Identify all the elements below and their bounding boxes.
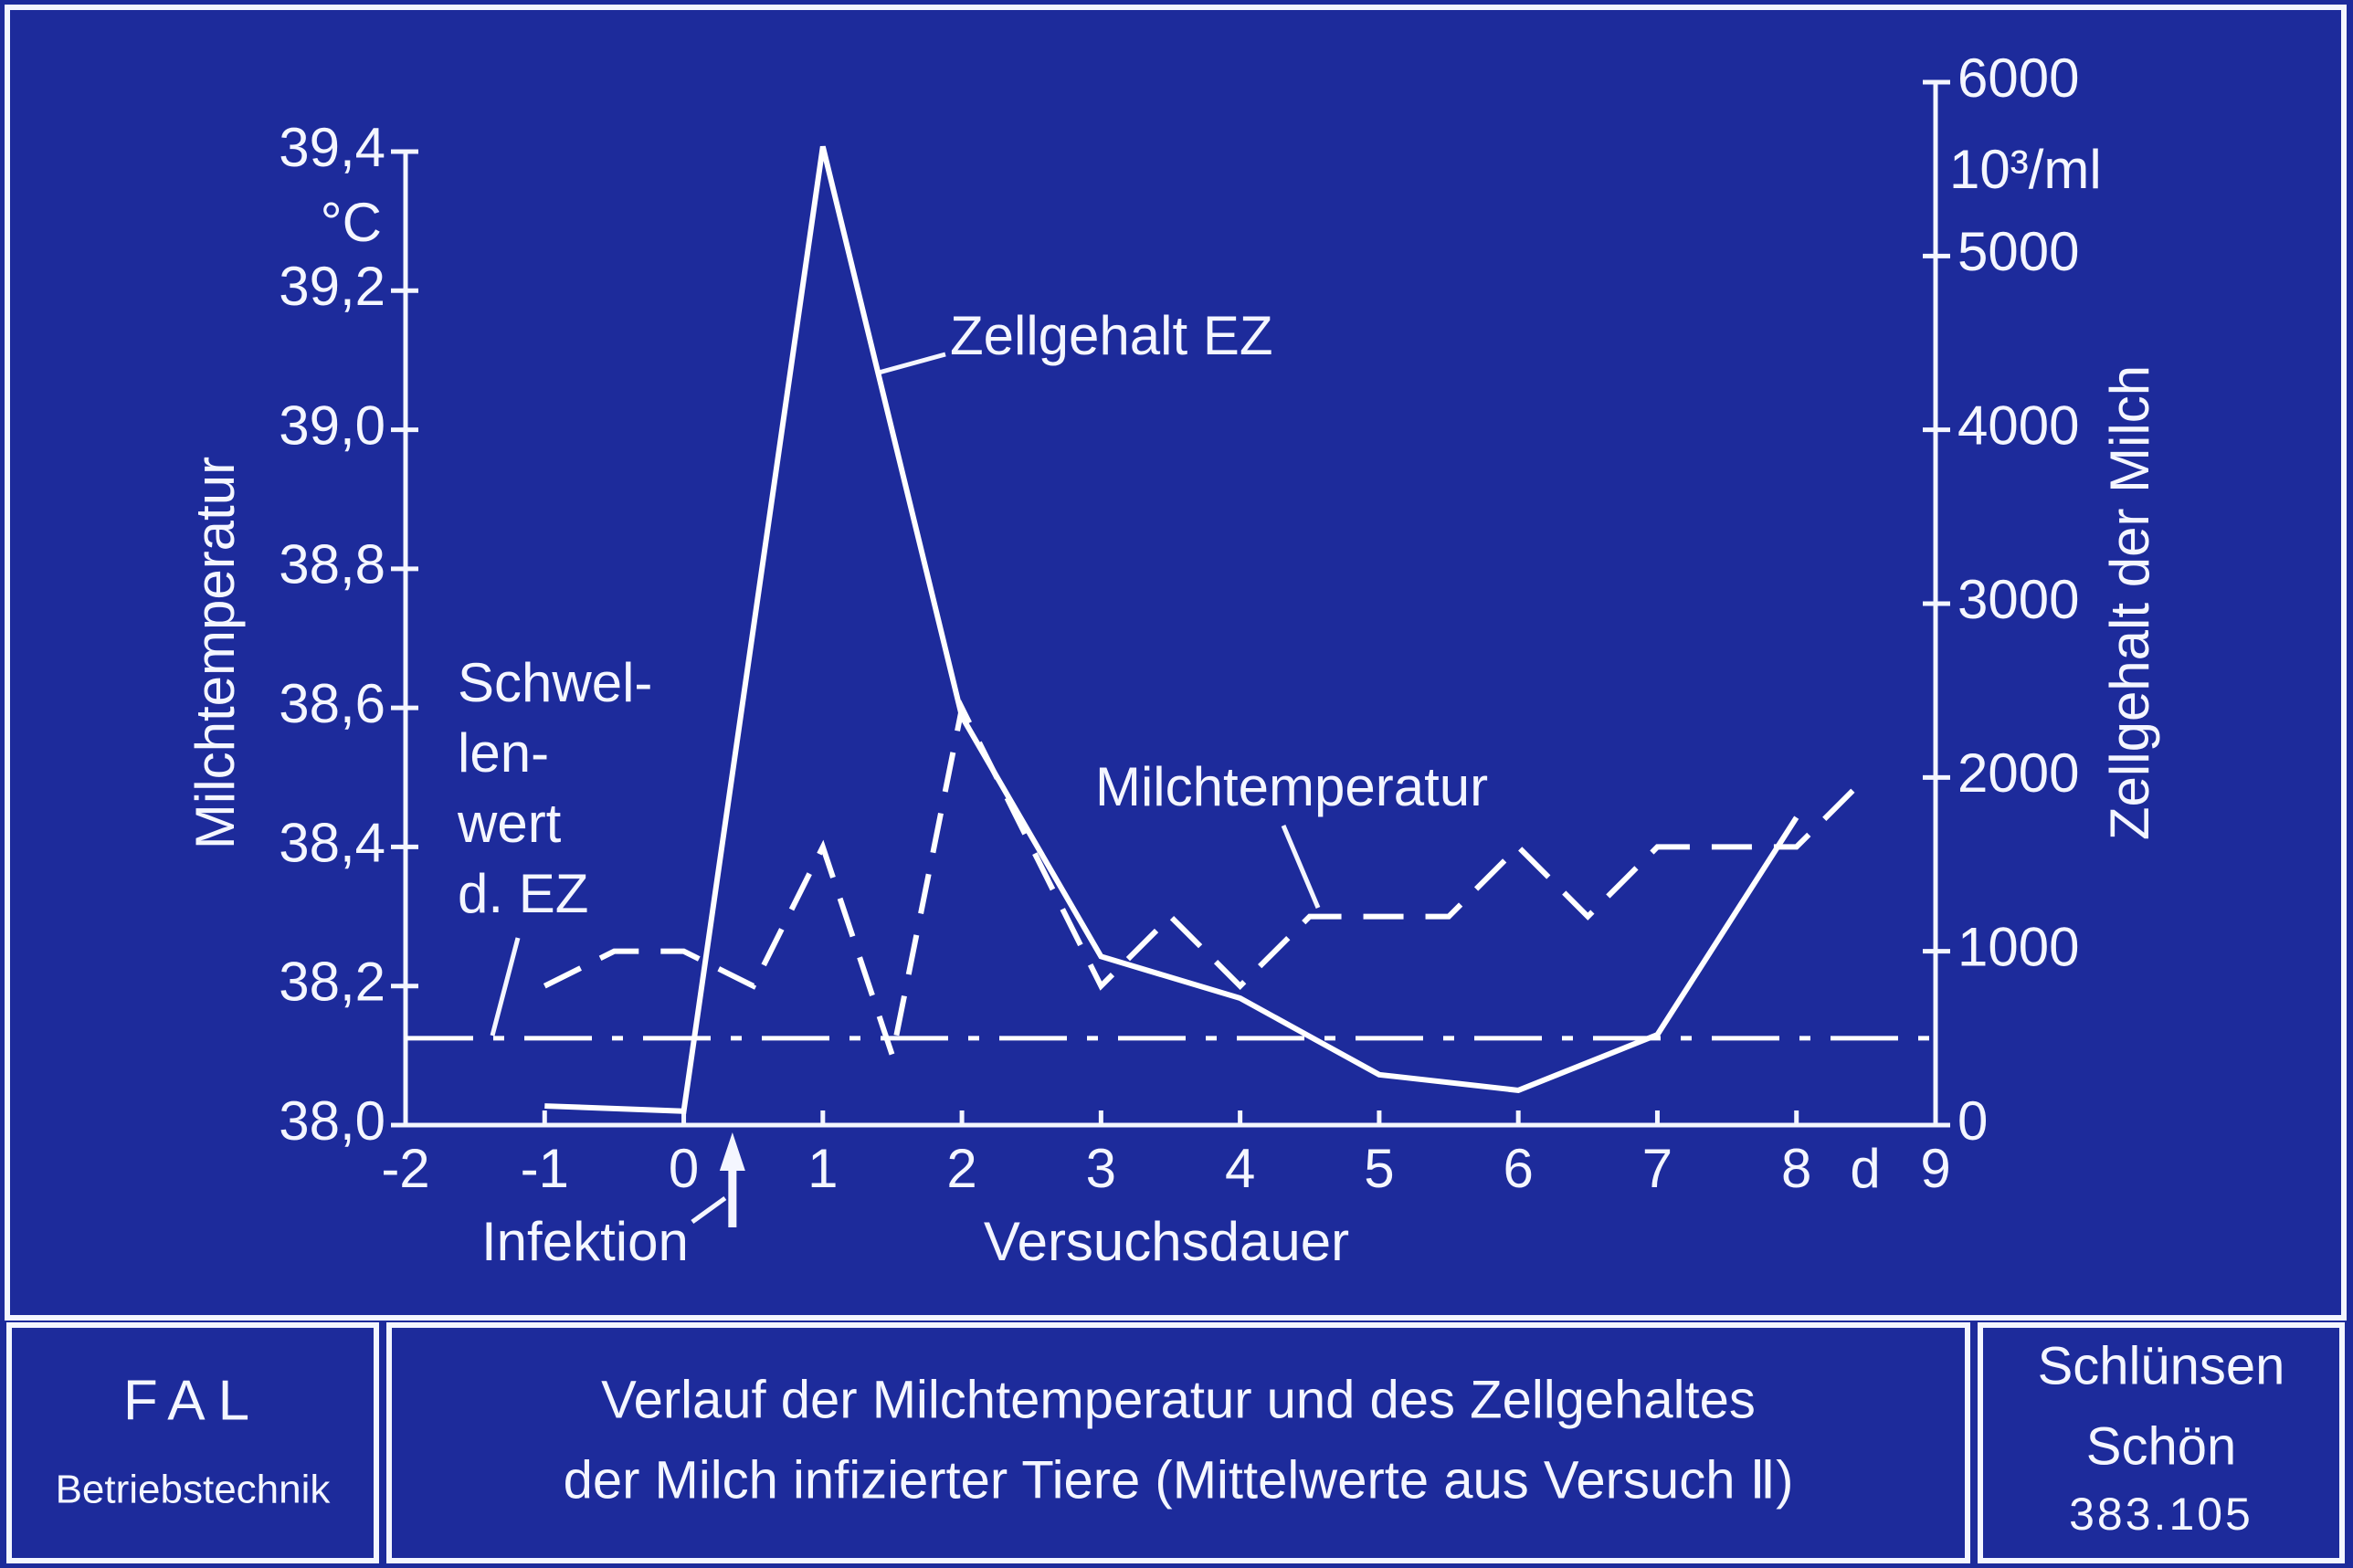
institute: FAL xyxy=(123,1369,262,1432)
x-tick-label: -2 xyxy=(381,1138,429,1199)
author: Schlünsen xyxy=(2038,1336,2285,1395)
threshold-label: d. EZ xyxy=(458,863,588,924)
footer-title-line: Verlauf der Milchtemperatur und des Zell… xyxy=(601,1370,1756,1429)
y-axis-label: Milchtemperatur xyxy=(185,457,246,849)
x-tick-label: 7 xyxy=(1642,1138,1672,1199)
annotation-arrowhead xyxy=(719,1132,745,1171)
x-tick-label: 0 xyxy=(669,1138,699,1199)
series-label: Zellgehalt EZ xyxy=(950,305,1273,366)
x-tick-label: 8 xyxy=(1781,1138,1811,1199)
y-tick-label: 38,0 xyxy=(279,1090,385,1152)
y-tick-label: 38,2 xyxy=(279,952,385,1013)
footer-box-center xyxy=(386,1322,1970,1563)
threshold-label: len- xyxy=(458,722,549,784)
slide-number: 383.105 xyxy=(2069,1489,2253,1540)
y-axis-unit: °C xyxy=(321,192,382,253)
leader-line xyxy=(691,1195,727,1225)
y2-tick-label: 1000 xyxy=(1957,917,2079,978)
y-tick-label: 38,4 xyxy=(279,812,385,873)
x-tick-label: 5 xyxy=(1364,1138,1394,1199)
y2-tick-label: 0 xyxy=(1957,1090,1988,1152)
y2-tick-label: 2000 xyxy=(1957,742,2079,804)
x-axis-label: Versuchsdauer xyxy=(984,1211,1349,1272)
y-tick-label: 38,8 xyxy=(279,534,385,595)
y-tick-label: 39,2 xyxy=(279,256,385,317)
x-tick-label: 9 xyxy=(1920,1138,1950,1199)
y2-tick-label: 6000 xyxy=(1957,47,2079,109)
series-line xyxy=(544,145,1799,1114)
y-tick-label: 38,6 xyxy=(279,673,385,734)
annotation-label: Infektion xyxy=(481,1211,689,1272)
author: Schön xyxy=(2086,1416,2236,1476)
threshold-label: Schwel- xyxy=(458,652,652,713)
leader-line xyxy=(1281,825,1321,909)
x-tick-label: 3 xyxy=(1086,1138,1116,1199)
y2-tick-label: 5000 xyxy=(1957,221,2079,282)
footer-box-left xyxy=(6,1322,379,1563)
y2-axis-label: Zellgehalt der Milch xyxy=(2099,365,2160,840)
y-tick-label: 39,4 xyxy=(279,117,385,178)
y-tick-label: 39,0 xyxy=(279,395,385,456)
leader-line xyxy=(490,937,521,1037)
main-frame xyxy=(5,5,2347,1321)
series-line xyxy=(543,699,1868,1067)
x-axis-unit: d xyxy=(1850,1138,1880,1199)
footer-box-right xyxy=(1978,1322,2345,1563)
x-tick-label: 2 xyxy=(946,1138,976,1199)
y2-tick-label: 4000 xyxy=(1957,395,2079,457)
leader-line xyxy=(878,352,946,375)
x-tick-label: 4 xyxy=(1225,1138,1255,1199)
x-tick-label: 6 xyxy=(1503,1138,1533,1199)
y2-axis-unit: 10³/ml xyxy=(1949,139,2102,200)
department: Betriebstechnik xyxy=(56,1468,332,1512)
footer-title-line: der Milch infizierter Tiere (Mittelwerte… xyxy=(564,1450,1794,1510)
y2-tick-label: 3000 xyxy=(1957,569,2079,630)
x-tick-label: 1 xyxy=(807,1138,838,1199)
threshold-label: wert xyxy=(457,793,562,854)
x-tick-label: -1 xyxy=(521,1138,569,1199)
series-label: Milchtemperatur xyxy=(1095,756,1488,817)
